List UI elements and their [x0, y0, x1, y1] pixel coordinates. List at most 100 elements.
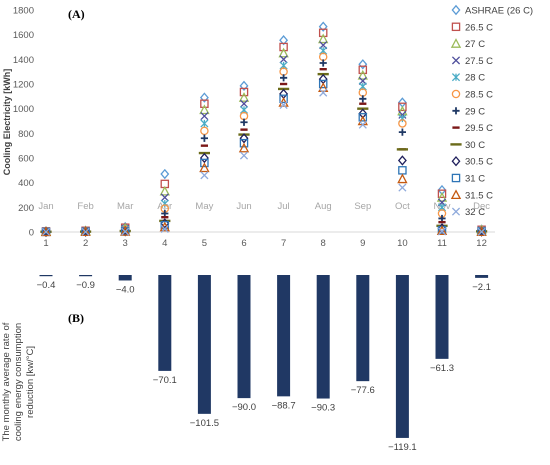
data-point: [397, 155, 407, 166]
x-tick-label: 10: [397, 238, 408, 249]
y-tick-label: 1400: [13, 55, 34, 66]
x-tick-label: 11: [437, 238, 447, 249]
y-tick-label: 600: [18, 154, 34, 165]
legend-marker: [451, 173, 461, 183]
data-point: [200, 119, 209, 128]
bar-value-label: −77.6: [351, 385, 375, 396]
month-label: Oct: [395, 201, 410, 212]
legend-entry-label: 29.5 C: [465, 123, 493, 134]
data-point: [477, 227, 486, 236]
data-point: [41, 227, 51, 236]
data-point: [199, 162, 210, 173]
data-point: [40, 226, 52, 237]
data-point: [318, 79, 328, 89]
data-point: [199, 104, 210, 115]
month-label: Dec: [473, 201, 490, 212]
data-point: [238, 92, 250, 102]
bar-value-label: −101.5: [190, 418, 219, 429]
data-point: [358, 120, 367, 129]
month-label: Sep: [354, 201, 371, 212]
data-point: [319, 59, 327, 67]
bar: [475, 275, 489, 278]
panel-a-y-axis-title: Cooling Electricity [kWh]: [2, 69, 12, 176]
data-point: [279, 42, 288, 52]
y-tick-label: 1600: [13, 30, 34, 41]
bar-value-label: −119.1: [388, 442, 417, 453]
bar-value-label: −90.3: [311, 403, 335, 414]
bar: [197, 275, 211, 414]
panel-a-plot: 0 200 400 600 800 1000 1200 1400 1600 1800 1 Jan 2 Fe…: [13, 6, 495, 249]
legend-entry-label: 29 C: [465, 106, 485, 117]
month-label: Jul: [278, 201, 290, 212]
legend-entry-label: 28 C: [465, 73, 485, 84]
legend-marker: [450, 38, 462, 48]
bar-value-label: −90.0: [232, 402, 256, 413]
bar: [395, 275, 409, 438]
legend-entry-label: 30.5 C: [465, 157, 493, 168]
data-point: [279, 94, 288, 104]
data-point: [199, 152, 209, 164]
bar-value-label: −0.9: [76, 280, 95, 291]
bar: [316, 275, 330, 399]
data-point: [358, 88, 368, 97]
data-point: [200, 99, 209, 108]
panel-b-y-axis-title-line3: reduction [kw/°C]: [25, 346, 36, 418]
data-point: [319, 88, 328, 97]
data-point: [200, 171, 209, 180]
x-tick-label: 2: [83, 238, 88, 249]
y-tick-label: 1200: [13, 80, 34, 91]
legend-marker: [451, 89, 461, 99]
data-point: [358, 113, 368, 122]
data-point: [240, 118, 248, 126]
data-point: [239, 133, 249, 144]
data-point: [200, 158, 209, 168]
y-tick-label: 400: [18, 178, 34, 189]
legend-marker: [451, 56, 461, 65]
legend-marker: [450, 189, 462, 200]
data-point: [279, 35, 289, 46]
bar: [356, 275, 370, 382]
panel-b-y-axis-title-line2: cooling energy consumption: [13, 323, 24, 441]
bar-value-label: −4.0: [116, 284, 135, 295]
x-tick-label: 5: [202, 238, 207, 249]
data-point: [398, 110, 407, 119]
legend-entry-label: 26.5 C: [465, 22, 493, 33]
legend-entry-label: 32 C: [465, 207, 485, 218]
data-point: [239, 111, 249, 121]
bar: [237, 275, 251, 399]
legend-entry-label: 27 C: [465, 39, 485, 50]
bar: [118, 275, 132, 281]
data-point: [279, 100, 288, 110]
panel-b-plot: −0.4 −0.9 −4.0 −70.1 −101.5 −90.0 −88.7 −90.3 −7…: [37, 275, 491, 453]
data-point: [239, 138, 249, 148]
month-label: Aug: [315, 201, 332, 212]
bar: [79, 275, 93, 277]
legend-marker: [451, 73, 461, 82]
data-point: [398, 183, 407, 192]
x-tick-label: 7: [281, 238, 286, 249]
data-point: [120, 226, 131, 236]
data-point: [318, 73, 328, 85]
data-point: [200, 134, 208, 142]
legend-marker: [451, 22, 461, 32]
data-point: [159, 185, 170, 196]
x-tick-label: 9: [360, 238, 365, 249]
data-point: [239, 151, 249, 160]
legend-entry-label: 31 C: [465, 174, 485, 185]
data-point: [398, 128, 406, 136]
legend-entry-label: 27.5 C: [465, 56, 493, 67]
data-point: [160, 168, 170, 180]
data-point: [160, 193, 169, 202]
legend-marker: [451, 4, 461, 16]
legend: ASHRAE (26 C) 26.5 C 27 C 27.5 C 28 C 28.5 C 2…: [450, 4, 533, 218]
legend-entry-label: 28.5 C: [465, 90, 493, 101]
y-tick-label: 1800: [13, 6, 34, 17]
y-tick-label: 0: [29, 228, 34, 239]
data-point: [318, 28, 328, 38]
data-point: [318, 21, 328, 32]
legend-entry-label: 30 C: [465, 140, 485, 151]
data-point: [436, 191, 448, 202]
data-point: [438, 214, 446, 223]
x-tick-label: 3: [123, 238, 128, 249]
data-point: [278, 47, 289, 58]
